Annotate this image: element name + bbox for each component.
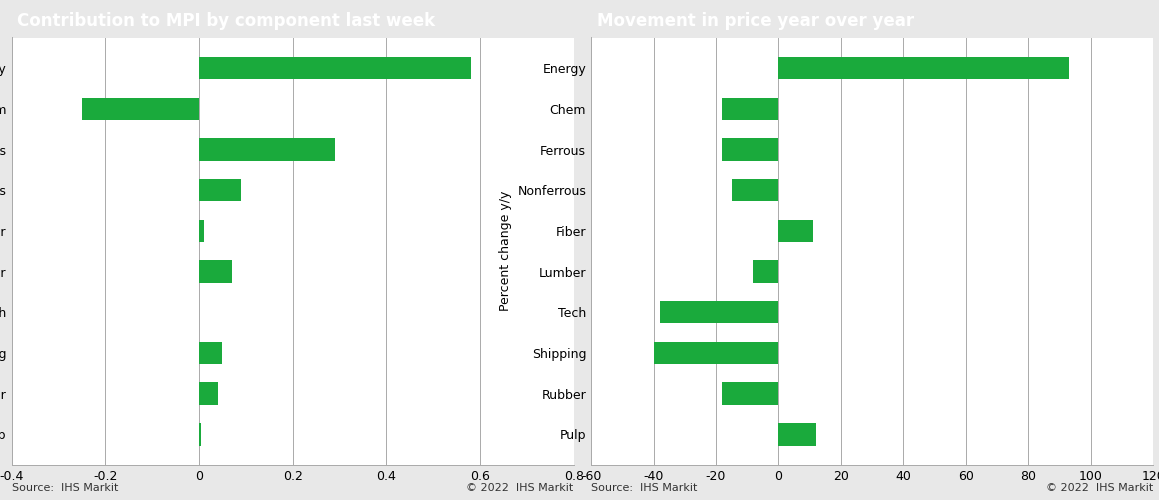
Text: Source:  IHS Markit: Source: IHS Markit — [12, 483, 118, 493]
Y-axis label: Percent change y/y: Percent change y/y — [498, 191, 512, 312]
Bar — [199, 138, 335, 160]
Bar — [199, 220, 204, 242]
Bar — [722, 98, 779, 120]
Bar — [82, 98, 199, 120]
Text: Movement in price year over year: Movement in price year over year — [597, 12, 913, 30]
Text: Source:  IHS Markit: Source: IHS Markit — [591, 483, 698, 493]
Bar — [753, 260, 779, 283]
Bar — [199, 423, 202, 446]
Text: Contribution to MPI by component last week: Contribution to MPI by component last we… — [17, 12, 436, 30]
Bar — [199, 260, 232, 283]
Bar — [199, 57, 471, 80]
Bar — [659, 301, 779, 324]
Bar — [779, 220, 812, 242]
Text: © 2022  IHS Markit: © 2022 IHS Markit — [466, 483, 574, 493]
Bar — [779, 57, 1069, 80]
Bar — [722, 138, 779, 160]
Bar — [722, 382, 779, 405]
Bar — [199, 342, 223, 364]
Text: © 2022  IHS Markit: © 2022 IHS Markit — [1045, 483, 1153, 493]
Bar — [779, 423, 816, 446]
Bar — [199, 382, 218, 405]
Bar — [199, 179, 241, 202]
Bar — [731, 179, 779, 202]
Bar — [654, 342, 779, 364]
